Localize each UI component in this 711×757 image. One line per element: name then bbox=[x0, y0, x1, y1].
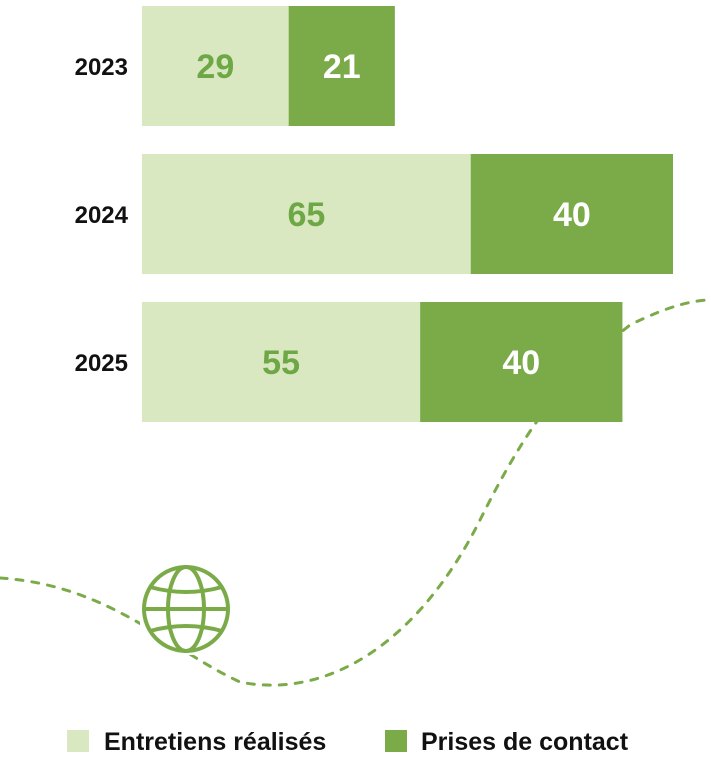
data-label-2024-entretiens: 65 bbox=[287, 196, 325, 234]
bar-2023-entretiens bbox=[142, 6, 289, 126]
bars-layer: 2023 29 21 2024 65 40 2025 55 40 bbox=[75, 6, 673, 422]
bar-2023-contact bbox=[288, 6, 395, 126]
year-label-2025: 2025 bbox=[75, 350, 128, 377]
legend-swatch-contact bbox=[385, 730, 407, 752]
bar-2024-contact bbox=[470, 154, 673, 274]
globe-icon bbox=[140, 563, 232, 655]
data-label-2023-entretiens: 29 bbox=[196, 48, 234, 86]
data-label-2025-contact: 40 bbox=[502, 344, 540, 382]
legend-label-contact: Prises de contact bbox=[421, 728, 629, 756]
bar-2025-entretiens bbox=[142, 302, 421, 422]
year-label-2024: 2024 bbox=[75, 202, 129, 229]
bar-2025-contact bbox=[420, 302, 623, 422]
data-label-2023-contact: 21 bbox=[323, 48, 361, 86]
legend-swatch-entretiens bbox=[67, 730, 89, 752]
bar-2024-entretiens bbox=[142, 154, 471, 274]
legend-label-entretiens: Entretiens réalisés bbox=[104, 728, 326, 756]
data-label-2024-contact: 40 bbox=[553, 196, 591, 234]
legend: Entretiens réalisés Prises de contact bbox=[67, 728, 629, 756]
year-label-2023: 2023 bbox=[75, 54, 128, 81]
data-label-2025-entretiens: 55 bbox=[262, 344, 300, 382]
